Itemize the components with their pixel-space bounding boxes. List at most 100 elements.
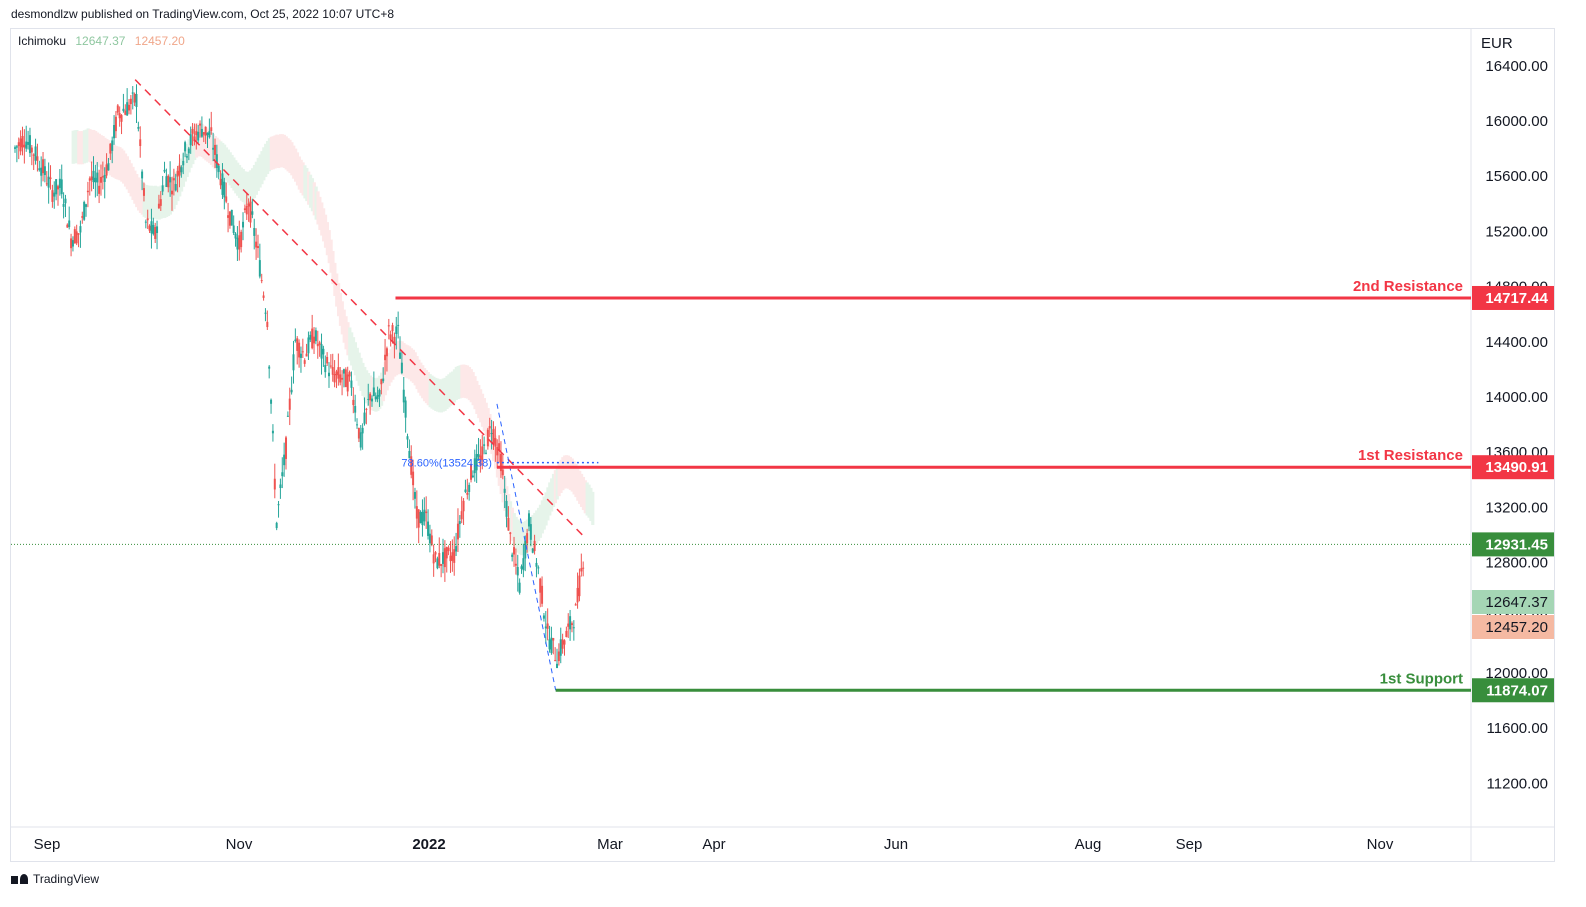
candle-body [163,169,166,172]
cloud-segment [565,455,569,489]
candle-body [449,555,452,562]
cloud-segment [292,145,296,179]
candle-body [531,548,534,553]
cloud-segment [436,378,440,412]
candle-body [113,124,116,139]
cloud-segment [209,131,214,165]
cloud-segment [299,159,303,193]
y-tick-label: 12800.00 [1485,555,1548,572]
candle-body [514,563,517,566]
cloud-segment [538,504,543,538]
cloud-segment [301,162,305,196]
candle-body [316,344,319,347]
cloud-segment [305,168,309,202]
cloud-segment [241,168,245,203]
candle-body [68,220,71,227]
candle-body [391,325,394,332]
candle-body [503,488,506,493]
candle-body [70,238,73,249]
candle-body [397,324,400,326]
cloud-segment [118,147,122,181]
candle-body [376,395,379,400]
cloud-segment [73,130,77,164]
cloud-segment [553,470,558,504]
candle-body [580,568,583,572]
cloud-segment [114,145,118,179]
candle-body [260,280,263,282]
candle-body [277,504,280,506]
candle-body [372,387,375,397]
x-tick-label: Jun [884,836,908,853]
candle-body [436,558,439,569]
candle-body [357,427,360,439]
indicator-legend[interactable]: Ichimoku 12647.37 12457.20 [18,34,185,48]
cloud-segment [161,184,165,219]
candle-body [156,226,159,234]
candles [14,84,585,669]
cloud-segment [516,519,520,553]
chart-frame[interactable] [10,28,1555,862]
candle-body [122,108,125,111]
candle-body [524,540,527,559]
tradingview-logo-icon [11,874,29,884]
candle-body [440,563,443,566]
candle-body [455,546,458,552]
candle-body [202,132,205,135]
candle-body [498,443,501,451]
candle-body [499,453,502,472]
cloud-segment [280,134,285,168]
level-price-tag [1472,455,1554,480]
candle-body [105,164,108,176]
cloud-segment [574,464,578,498]
candle-body [270,399,273,404]
footer[interactable]: TradingView [11,872,99,886]
candle-body [47,176,50,188]
candle-body [430,535,433,545]
candle-body [197,131,200,141]
cloud-segment [536,507,541,541]
candle-body [103,174,106,182]
candle-body [341,377,344,380]
cloud-segment [477,385,481,419]
candle-body [311,328,314,349]
candle-body [318,342,321,345]
candle-body [247,203,250,207]
cloud-segment [475,380,479,414]
cloud-segment [163,184,167,218]
candle-body [400,362,403,374]
candle-body [223,181,226,198]
cloud-segment [454,366,458,400]
candle-body [526,533,529,544]
candle-body [273,478,276,490]
cloud-segment [150,185,154,219]
candle-body [184,142,187,152]
candle-body [395,326,398,334]
candle-body [227,215,230,218]
candle-body [40,167,43,176]
cloud-segment [77,131,81,165]
cloud-segment [406,345,410,379]
candle-body [385,348,388,357]
cloud-segment [325,222,329,256]
cloud-segment [146,185,150,219]
candle-body [225,196,228,202]
candle-body [242,221,245,228]
cloud-segment [419,362,423,396]
candle-body [210,127,213,131]
cloud-segment [581,476,586,511]
candle-body [19,138,22,152]
cloud-segment [589,487,593,522]
candle-body [370,398,373,402]
cloud-segment [497,452,501,486]
cloud-segment [267,138,272,172]
candle-body [556,663,559,669]
candle-body [516,567,519,576]
fib-level-label: 78.60%(13524.38) [401,458,492,470]
candle-body [537,567,540,569]
cloud-segment [546,487,550,521]
cloud-segment [520,522,524,556]
cloud-segment [224,147,229,181]
candle-body [34,146,37,161]
candle-body [275,522,278,529]
